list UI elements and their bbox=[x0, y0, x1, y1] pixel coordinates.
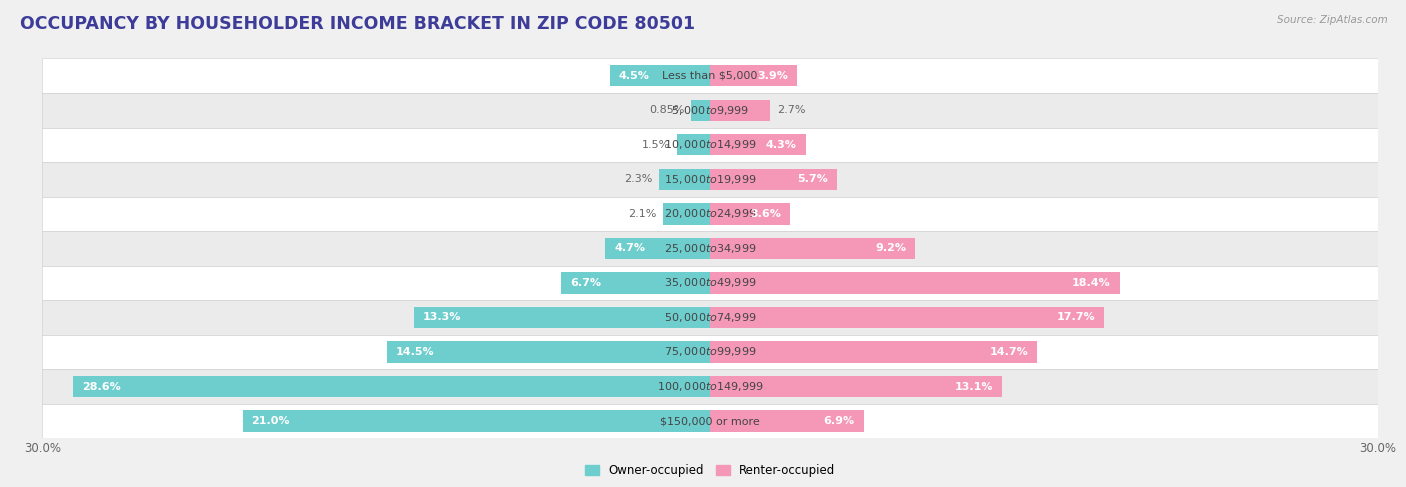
Text: 2.7%: 2.7% bbox=[776, 105, 806, 115]
Bar bbox=[42, 300, 1378, 335]
Bar bbox=[710, 65, 797, 86]
Bar bbox=[664, 203, 710, 225]
Text: OCCUPANCY BY HOUSEHOLDER INCOME BRACKET IN ZIP CODE 80501: OCCUPANCY BY HOUSEHOLDER INCOME BRACKET … bbox=[20, 15, 695, 33]
Bar bbox=[42, 404, 1378, 438]
Text: 9.2%: 9.2% bbox=[875, 244, 905, 253]
Bar bbox=[42, 162, 1378, 197]
Bar bbox=[710, 238, 915, 259]
Text: 2.3%: 2.3% bbox=[624, 174, 652, 184]
Text: 6.7%: 6.7% bbox=[569, 278, 600, 288]
Text: $25,000 to $34,999: $25,000 to $34,999 bbox=[664, 242, 756, 255]
Bar bbox=[710, 341, 1038, 363]
Text: 21.0%: 21.0% bbox=[252, 416, 290, 426]
Text: $75,000 to $99,999: $75,000 to $99,999 bbox=[664, 345, 756, 358]
Bar bbox=[42, 335, 1378, 369]
Bar bbox=[710, 411, 863, 432]
Text: $150,000 or more: $150,000 or more bbox=[661, 416, 759, 426]
Bar bbox=[659, 169, 710, 190]
Bar bbox=[610, 65, 710, 86]
Text: 0.85%: 0.85% bbox=[650, 105, 685, 115]
Bar bbox=[42, 93, 1378, 128]
Bar bbox=[387, 341, 710, 363]
Text: 14.7%: 14.7% bbox=[990, 347, 1028, 357]
Text: $35,000 to $49,999: $35,000 to $49,999 bbox=[664, 277, 756, 289]
Text: $15,000 to $19,999: $15,000 to $19,999 bbox=[664, 173, 756, 186]
Text: $100,000 to $149,999: $100,000 to $149,999 bbox=[657, 380, 763, 393]
Bar bbox=[413, 307, 710, 328]
Legend: Owner-occupied, Renter-occupied: Owner-occupied, Renter-occupied bbox=[579, 459, 841, 482]
Bar bbox=[710, 203, 790, 225]
Text: $50,000 to $74,999: $50,000 to $74,999 bbox=[664, 311, 756, 324]
Bar bbox=[42, 58, 1378, 93]
Bar bbox=[73, 376, 710, 397]
Text: 17.7%: 17.7% bbox=[1056, 313, 1095, 322]
Bar bbox=[710, 169, 837, 190]
Text: 13.3%: 13.3% bbox=[423, 313, 461, 322]
Text: 3.6%: 3.6% bbox=[751, 209, 782, 219]
Text: Less than $5,000: Less than $5,000 bbox=[662, 71, 758, 81]
Bar bbox=[42, 369, 1378, 404]
Bar bbox=[710, 134, 806, 155]
Bar bbox=[561, 272, 710, 294]
Text: Source: ZipAtlas.com: Source: ZipAtlas.com bbox=[1277, 15, 1388, 25]
Text: 5.7%: 5.7% bbox=[797, 174, 828, 184]
Bar bbox=[676, 134, 710, 155]
Text: 14.5%: 14.5% bbox=[396, 347, 434, 357]
Text: 2.1%: 2.1% bbox=[628, 209, 657, 219]
Text: 3.9%: 3.9% bbox=[756, 71, 787, 81]
Text: $10,000 to $14,999: $10,000 to $14,999 bbox=[664, 138, 756, 151]
Text: 28.6%: 28.6% bbox=[82, 381, 121, 392]
Bar bbox=[710, 272, 1119, 294]
Text: $20,000 to $24,999: $20,000 to $24,999 bbox=[664, 207, 756, 220]
Text: 4.3%: 4.3% bbox=[766, 140, 797, 150]
Bar bbox=[606, 238, 710, 259]
Bar bbox=[710, 307, 1104, 328]
Text: 6.9%: 6.9% bbox=[824, 416, 855, 426]
Bar bbox=[42, 231, 1378, 265]
Bar bbox=[42, 128, 1378, 162]
Bar bbox=[692, 99, 710, 121]
Text: 4.5%: 4.5% bbox=[619, 71, 650, 81]
Bar bbox=[42, 265, 1378, 300]
Text: 1.5%: 1.5% bbox=[641, 140, 669, 150]
Bar bbox=[710, 99, 770, 121]
Text: 13.1%: 13.1% bbox=[955, 381, 993, 392]
Bar bbox=[710, 376, 1001, 397]
Bar bbox=[42, 197, 1378, 231]
Text: $5,000 to $9,999: $5,000 to $9,999 bbox=[671, 104, 749, 117]
Text: 18.4%: 18.4% bbox=[1071, 278, 1111, 288]
Text: 4.7%: 4.7% bbox=[614, 244, 645, 253]
Bar bbox=[242, 411, 710, 432]
